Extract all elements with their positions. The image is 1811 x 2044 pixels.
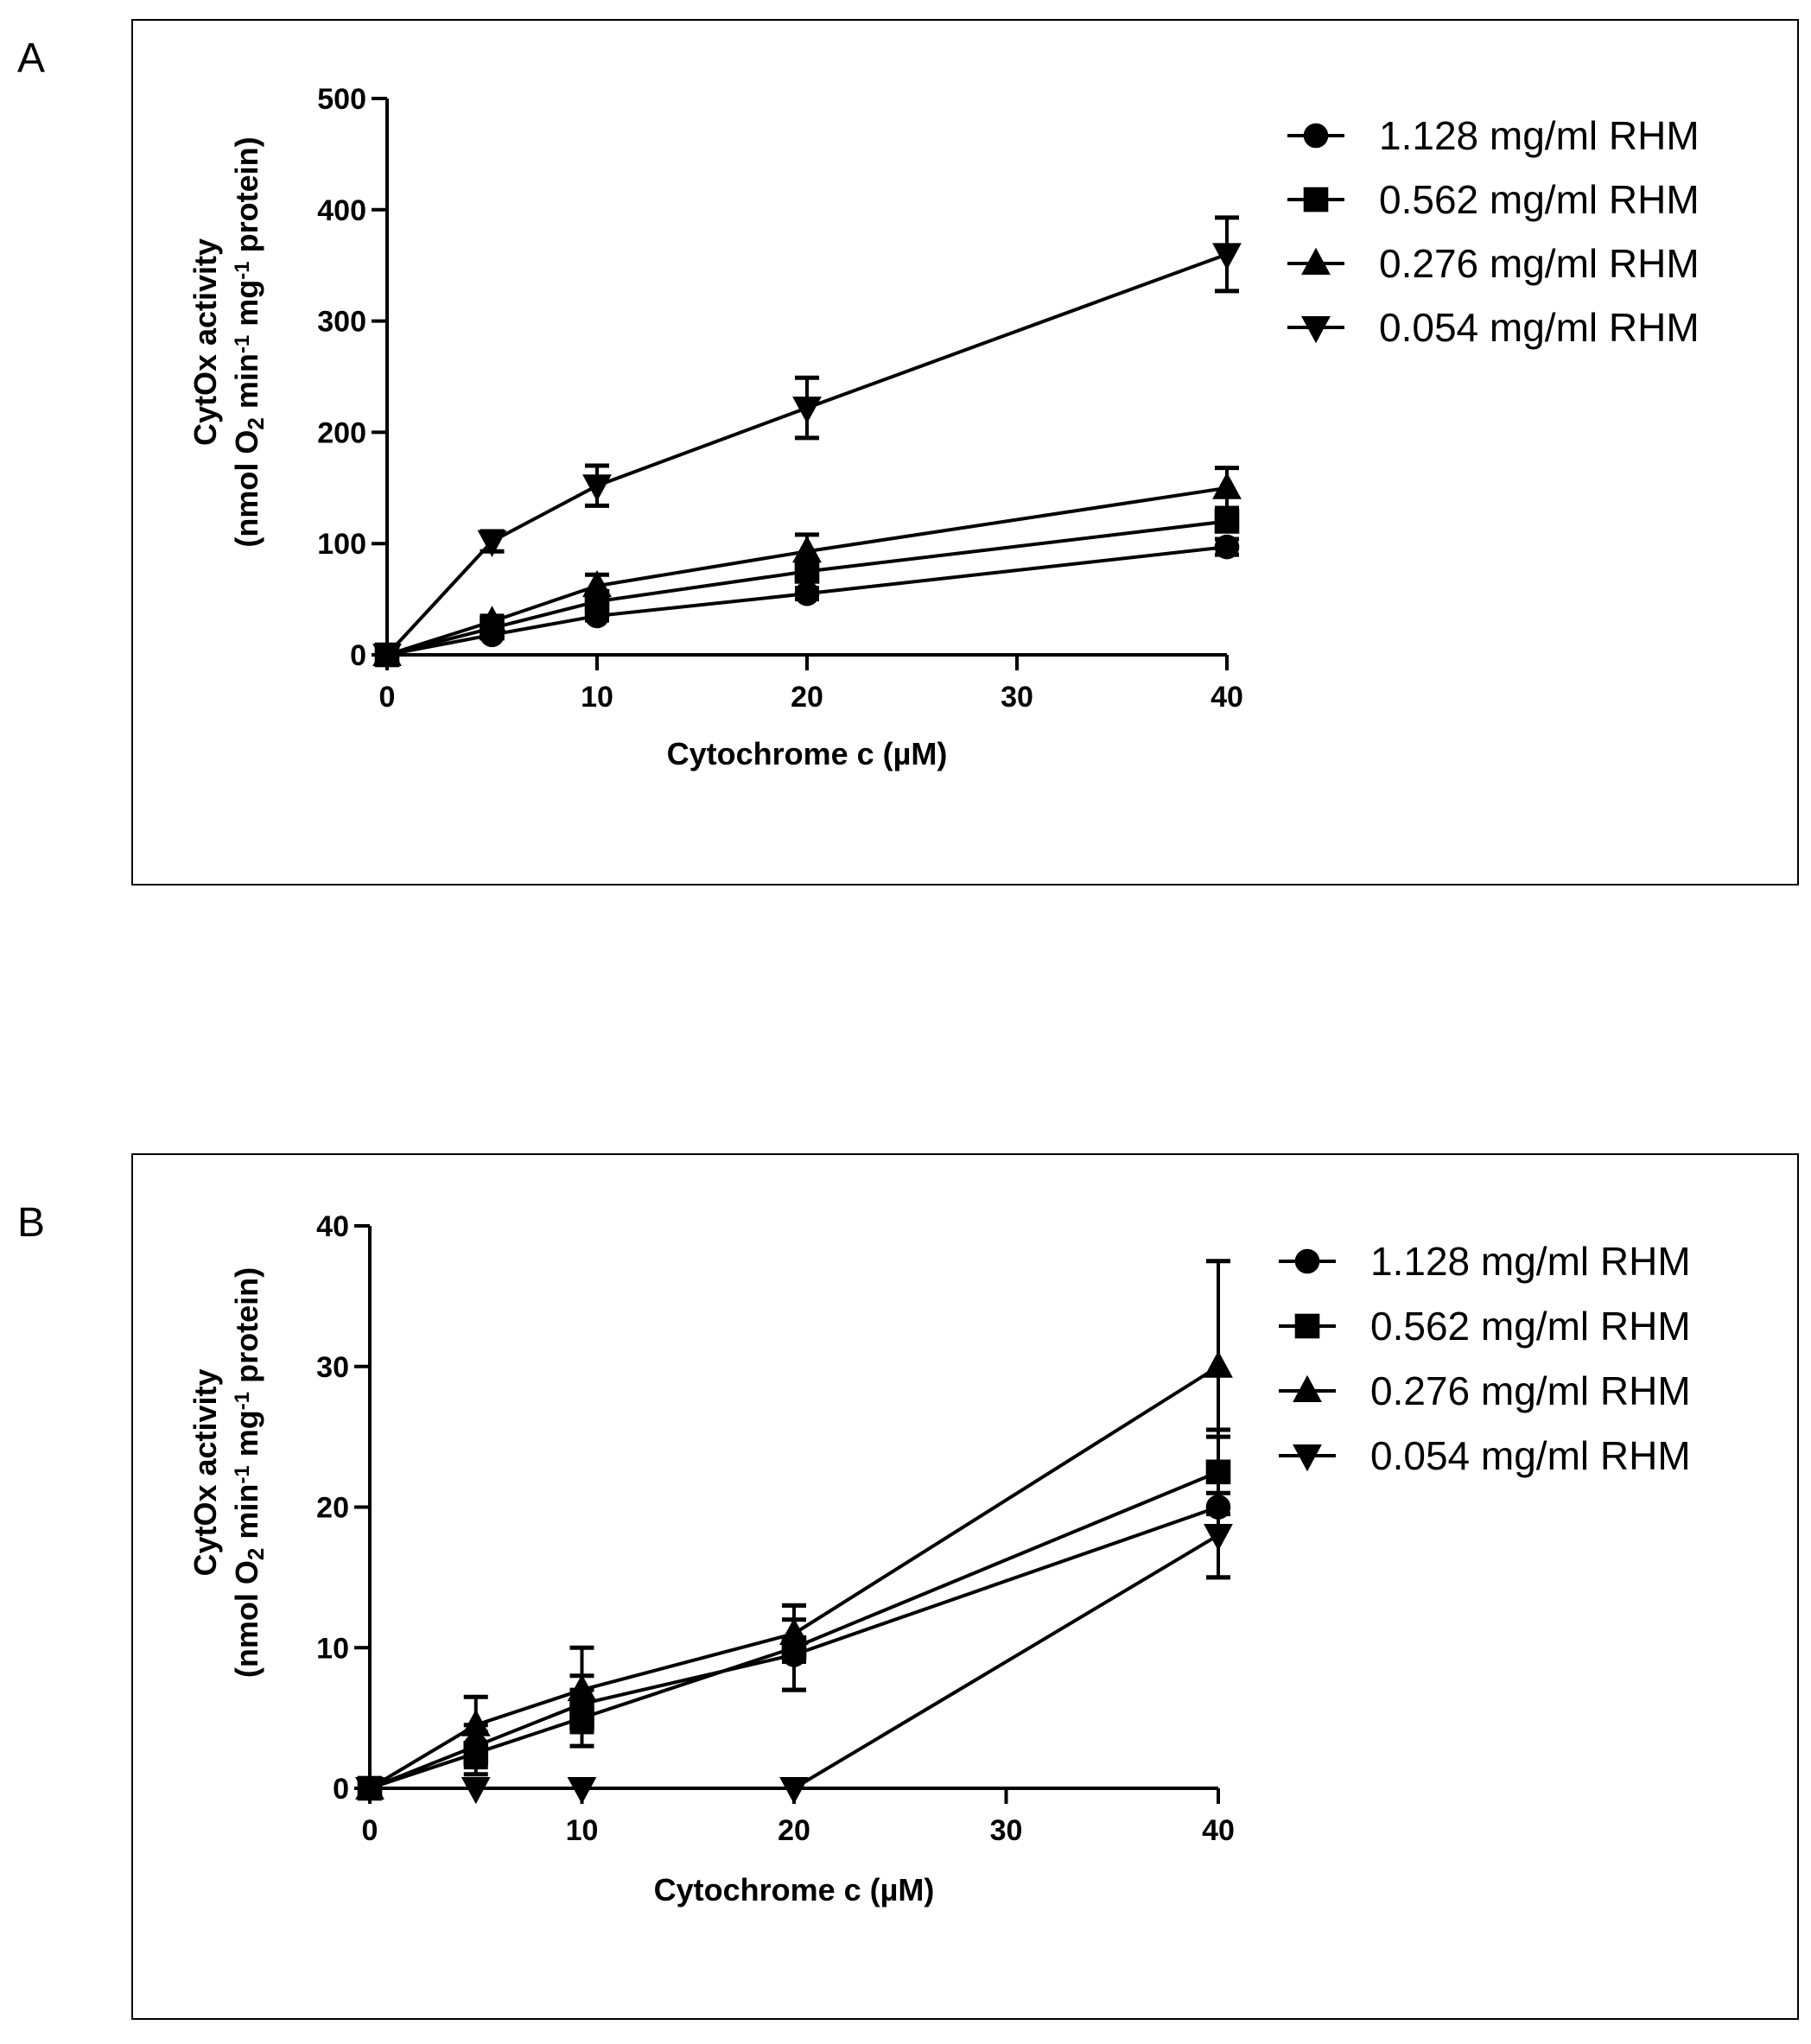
data-point bbox=[779, 1617, 809, 1645]
legend-marker bbox=[1294, 1313, 1320, 1339]
y-tick-label: 200 bbox=[317, 416, 366, 449]
panel-b-frame bbox=[131, 1153, 1799, 2020]
x-tick-label: 30 bbox=[1001, 681, 1033, 714]
y-axis-title-line1: CytOx activity bbox=[187, 1368, 223, 1576]
data-point bbox=[477, 606, 507, 633]
legend-label: 0.054 mg/ml RHM bbox=[1370, 1433, 1691, 1478]
y-axis-title-part: -1 bbox=[231, 1392, 254, 1410]
legend-marker bbox=[1303, 123, 1329, 149]
y-axis-title-part: (nmol O bbox=[229, 430, 264, 548]
y-tick-label: 400 bbox=[317, 194, 366, 227]
legend-marker bbox=[1301, 316, 1331, 344]
x-tick-label: 40 bbox=[1211, 681, 1243, 714]
legend-marker bbox=[1301, 247, 1331, 275]
data-point bbox=[372, 644, 402, 671]
data-point bbox=[1204, 1350, 1233, 1378]
x-tick-label: 20 bbox=[778, 1814, 810, 1847]
x-tick-label: 30 bbox=[990, 1814, 1023, 1847]
y-axis-title-part: 2 bbox=[243, 417, 269, 429]
y-tick-label: 0 bbox=[333, 1773, 349, 1806]
y-axis-title-line2: (nmol O2 min-1 mg-1 protein) bbox=[229, 1267, 269, 1678]
data-point bbox=[582, 474, 612, 502]
legend-label: 1.128 mg/ml RHM bbox=[1370, 1239, 1691, 1284]
y-axis-title-part: protein) bbox=[229, 1267, 264, 1392]
y-axis-title-part: -1 bbox=[231, 335, 254, 353]
y-tick-label: 40 bbox=[316, 1210, 349, 1243]
y-axis-title-part: mg bbox=[229, 280, 264, 335]
x-tick-label: 0 bbox=[362, 1814, 378, 1847]
data-point bbox=[1212, 243, 1242, 270]
y-axis-title-part: (nmol O bbox=[229, 1560, 264, 1678]
y-axis-title-part: -1 bbox=[231, 261, 254, 279]
y-axis-title-part: protein) bbox=[229, 136, 264, 261]
x-tick-label: 10 bbox=[581, 681, 613, 714]
legend-marker bbox=[1293, 1444, 1322, 1472]
data-point bbox=[794, 581, 820, 606]
series-2 bbox=[355, 1259, 1233, 1800]
legend-label: 0.562 mg/ml RHM bbox=[1370, 1304, 1691, 1349]
legend-label: 0.276 mg/ml RHM bbox=[1370, 1368, 1691, 1413]
y-tick-label: 30 bbox=[316, 1351, 349, 1384]
x-axis-title: Cytochrome c (µM) bbox=[654, 1872, 935, 1908]
y-tick-label: 300 bbox=[317, 306, 366, 339]
legend-marker bbox=[1303, 187, 1329, 213]
y-axis-title-line1: CytOx activity bbox=[187, 238, 223, 446]
legend-label: 0.562 mg/ml RHM bbox=[1379, 177, 1700, 222]
data-point bbox=[1212, 472, 1242, 499]
panel-a-frame bbox=[131, 19, 1799, 886]
x-tick-label: 0 bbox=[379, 681, 396, 714]
legend-marker bbox=[1294, 1248, 1320, 1274]
y-axis-title-part: mg bbox=[229, 1410, 264, 1465]
series-line bbox=[368, 1365, 1220, 1790]
x-tick-label: 20 bbox=[791, 681, 823, 714]
legend-marker bbox=[1293, 1374, 1322, 1402]
x-tick-label: 40 bbox=[1202, 1814, 1235, 1847]
series-3 bbox=[372, 215, 1242, 671]
y-tick-label: 20 bbox=[316, 1492, 349, 1525]
data-point bbox=[1204, 1524, 1233, 1552]
series-3 bbox=[355, 1490, 1233, 1805]
data-point bbox=[355, 1777, 384, 1805]
data-point bbox=[792, 397, 822, 424]
data-point bbox=[567, 1777, 597, 1805]
legend-label: 1.128 mg/ml RHM bbox=[1379, 113, 1700, 158]
data-point bbox=[582, 569, 612, 598]
data-point bbox=[567, 1673, 597, 1702]
legend-label: 0.054 mg/ml RHM bbox=[1379, 305, 1700, 350]
data-point bbox=[461, 1777, 491, 1805]
y-axis-title-part: -1 bbox=[231, 1465, 254, 1483]
y-tick-label: 0 bbox=[350, 639, 366, 672]
panel-a-letter: A bbox=[17, 35, 46, 81]
panel-b-letter: B bbox=[17, 1200, 46, 1246]
y-tick-label: 500 bbox=[317, 83, 366, 116]
x-axis-title: Cytochrome c (µM) bbox=[667, 736, 948, 771]
y-axis-title-part: 2 bbox=[243, 1548, 269, 1560]
data-point bbox=[461, 1709, 491, 1736]
series-1 bbox=[374, 509, 1240, 668]
x-tick-label: 10 bbox=[566, 1814, 599, 1847]
data-point bbox=[792, 536, 822, 563]
data-point bbox=[1214, 534, 1240, 560]
y-axis-title-line2: (nmol O2 min-1 mg-1 protein) bbox=[229, 136, 269, 547]
data-point bbox=[477, 530, 507, 557]
y-axis-title-part: min bbox=[229, 353, 264, 417]
series-2 bbox=[372, 466, 1242, 666]
data-point bbox=[779, 1777, 809, 1805]
data-point bbox=[1214, 509, 1240, 534]
y-tick-label: 10 bbox=[316, 1632, 349, 1665]
y-tick-label: 100 bbox=[317, 528, 366, 561]
legend-label: 0.276 mg/ml RHM bbox=[1379, 241, 1700, 286]
y-axis-title-part: min bbox=[229, 1484, 264, 1548]
